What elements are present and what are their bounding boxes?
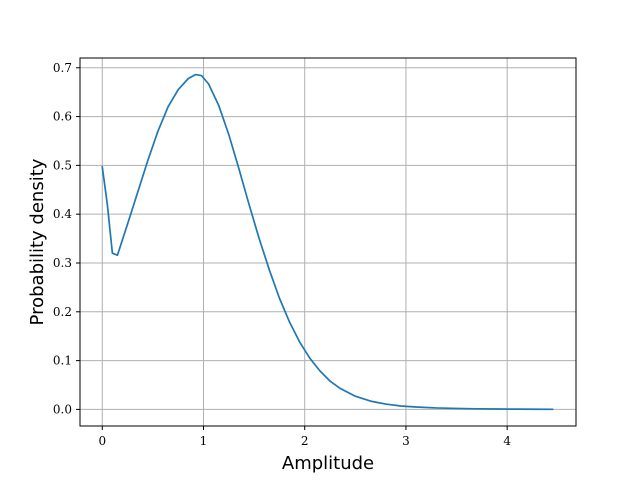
y-axis-label: Probability density: [27, 158, 48, 325]
x-tick-label: 3: [402, 434, 410, 448]
x-ticks: 0 1 2 3 4: [98, 426, 511, 448]
plot-frame: [79, 57, 577, 427]
y-tick-label: 0.4: [53, 207, 72, 221]
series-line: [101, 73, 554, 411]
grid-lines: [80, 58, 576, 426]
y-tick-label: 0.2: [53, 305, 72, 319]
y-tick-label: 0.1: [53, 354, 72, 368]
y-tick-label: 0.0: [53, 402, 72, 416]
x-tick-label: 0: [98, 434, 106, 448]
x-tick-label: 2: [301, 434, 309, 448]
y-tick-label: 0.6: [53, 110, 72, 124]
y-tick-label: 0.7: [53, 61, 72, 75]
series-group: [101, 73, 554, 411]
y-ticks: 0.0 0.1 0.2 0.3 0.4 0.5 0.6 0.7: [53, 61, 80, 416]
y-tick-label: 0.3: [53, 256, 72, 270]
y-tick-label: 0.5: [53, 158, 72, 172]
x-tick-label: 1: [200, 434, 208, 448]
x-axis-label: Amplitude: [282, 453, 374, 474]
plot-area-background: [80, 58, 576, 426]
x-tick-label: 4: [503, 434, 511, 448]
